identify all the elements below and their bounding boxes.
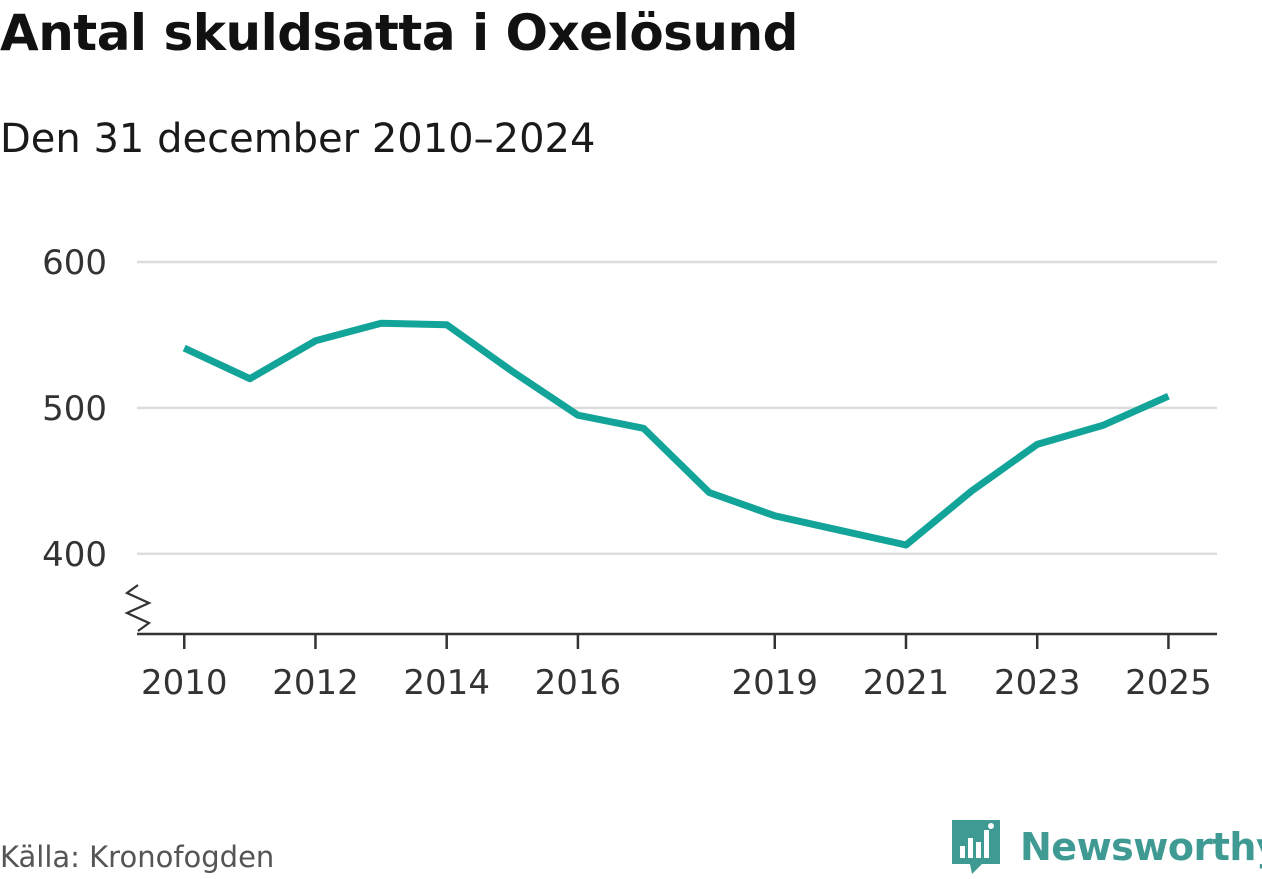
data-point-2019[interactable] bbox=[771, 512, 778, 519]
source-note: Källa: Kronofogden bbox=[0, 840, 275, 874]
x-tick-label-2023: 2023 bbox=[994, 663, 1081, 703]
data-point-2021[interactable] bbox=[902, 542, 909, 549]
data-point-2018[interactable] bbox=[706, 489, 713, 496]
grid-lines bbox=[137, 260, 1217, 556]
data-point-2014[interactable] bbox=[443, 321, 450, 328]
data-point-2020[interactable] bbox=[837, 527, 844, 534]
data-point-2012[interactable] bbox=[312, 337, 319, 344]
x-tick-label-2014: 2014 bbox=[403, 663, 490, 703]
chart-title: Antal skuldsatta i Oxelösund bbox=[0, 4, 798, 62]
y-tick-label-400: 400 bbox=[42, 535, 107, 575]
y-tick-label-600: 600 bbox=[42, 243, 107, 283]
newsworthy-icon bbox=[952, 820, 1000, 874]
x-axis bbox=[124, 584, 1217, 649]
x-tick-label-2010: 2010 bbox=[141, 663, 228, 703]
data-point-2011[interactable] bbox=[246, 375, 253, 382]
data-point-2025[interactable] bbox=[1165, 393, 1172, 400]
data-point-2022[interactable] bbox=[968, 488, 975, 495]
data-point-2023[interactable] bbox=[1034, 441, 1041, 448]
data-point-2017[interactable] bbox=[640, 425, 647, 432]
series bbox=[181, 319, 1172, 549]
y-tick-label-500: 500 bbox=[42, 389, 107, 429]
series-line-0 bbox=[182, 319, 1170, 549]
data-point-2010[interactable] bbox=[181, 345, 188, 352]
brand-name: Newsworthy bbox=[1020, 825, 1262, 869]
axis-break-mark bbox=[124, 584, 152, 632]
x-tick-label-2016: 2016 bbox=[535, 663, 622, 703]
data-point-2016[interactable] bbox=[574, 412, 581, 419]
chart-subtitle: Den 31 december 2010–2024 bbox=[0, 116, 596, 162]
data-point-2024[interactable] bbox=[1099, 422, 1106, 429]
x-tick-label-2025: 2025 bbox=[1125, 663, 1212, 703]
x-tick-label-2019: 2019 bbox=[731, 663, 818, 703]
data-point-2015[interactable] bbox=[509, 368, 516, 375]
x-axis-labels: 2010 2012 2014 2016 2019 2021 2023 2025 bbox=[141, 663, 1212, 703]
y-axis-labels: 400 500 600 bbox=[42, 243, 107, 575]
x-tick-label-2012: 2012 bbox=[272, 663, 359, 703]
x-tick-label-2021: 2021 bbox=[863, 663, 950, 703]
newsworthy-logo[interactable]: Newsworthy bbox=[950, 818, 1262, 876]
data-point-2013[interactable] bbox=[378, 320, 385, 327]
